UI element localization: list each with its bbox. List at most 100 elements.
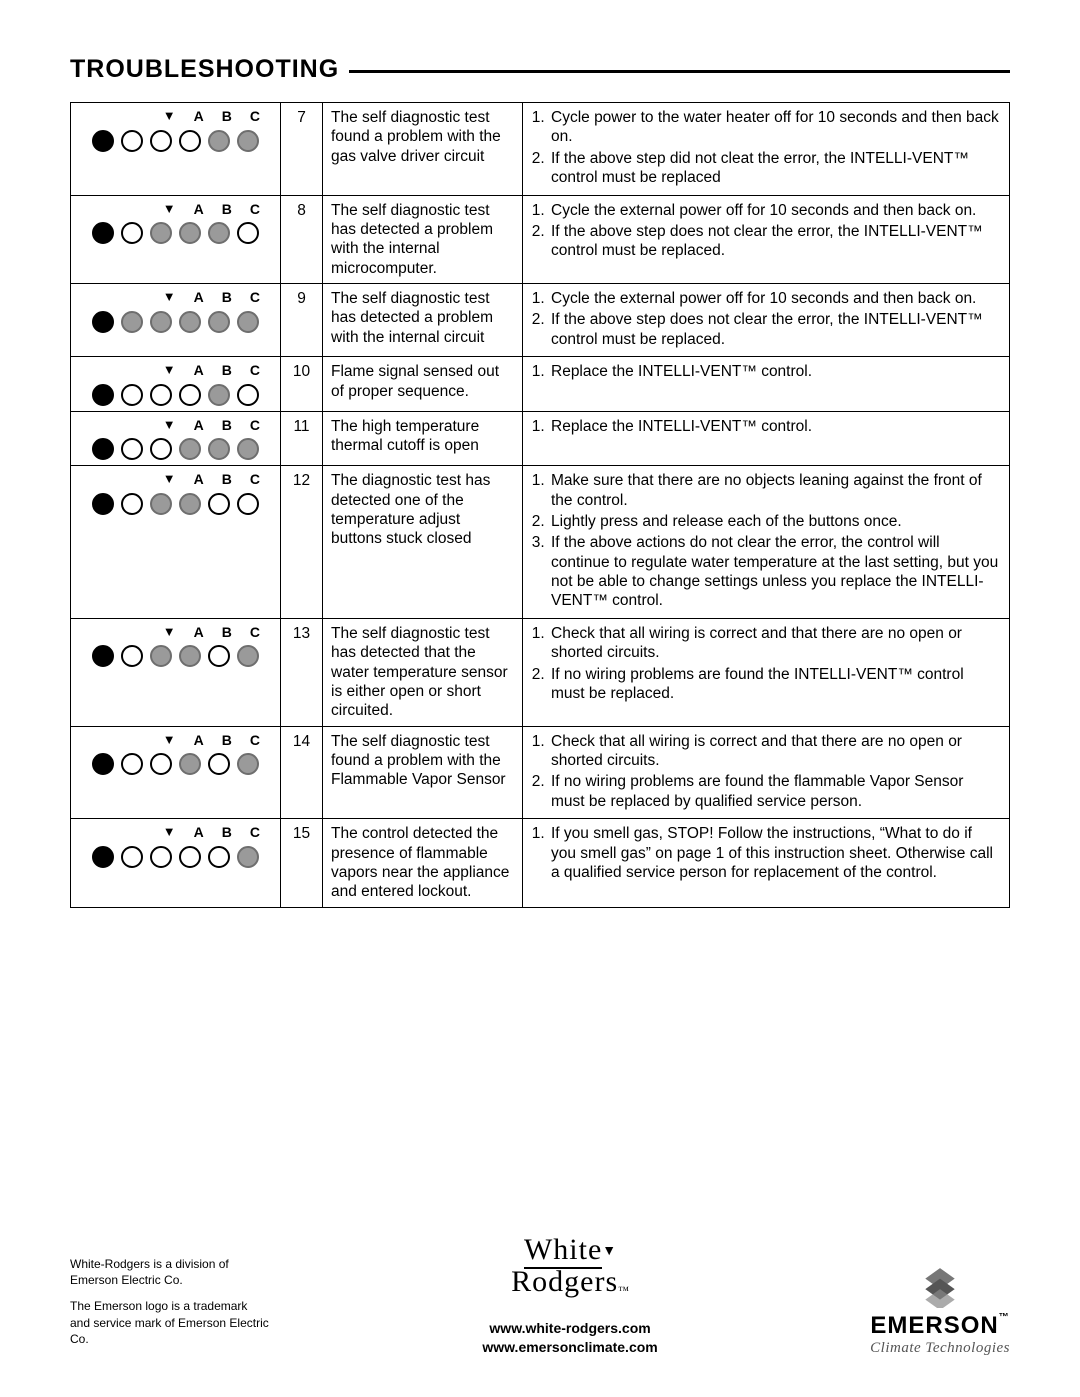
led-header: ▼ABC (79, 362, 272, 380)
down-triangle-icon: ▼ (163, 624, 176, 642)
footer-urls: www.white-rodgers.com www.emersonclimate… (270, 1319, 870, 1357)
led-col-a: A (194, 471, 204, 489)
led-cell: ▼ABC (71, 103, 281, 196)
diagnosis-text: The self diagnostic test has detected a … (323, 195, 523, 284)
url-2: www.emersonclimate.com (270, 1338, 870, 1357)
led-col-c: C (250, 201, 260, 219)
led-gray-icon (150, 493, 172, 515)
down-triangle-icon: ▼ (163, 824, 176, 842)
led-gray-icon (237, 438, 259, 460)
actions-cell: Cycle power to the water heater off for … (523, 103, 1010, 196)
error-code: 12 (281, 466, 323, 619)
led-header: ▼ABC (79, 108, 272, 126)
led-cell: ▼ABC (71, 466, 281, 619)
led-solid-icon (92, 846, 114, 868)
action-item: If the above step did not cleat the erro… (549, 149, 1001, 188)
diagnosis-text: The self diagnostic test has detected a … (323, 284, 523, 357)
led-col-b: B (222, 824, 232, 842)
led-cell: ▼ABC (71, 195, 281, 284)
led-col-a: A (194, 417, 204, 435)
led-col-a: A (194, 289, 204, 307)
disclaimer-2: The Emerson logo is a trademark and serv… (70, 1298, 270, 1347)
actions-list: Replace the INTELLI-VENT™ control. (531, 417, 1001, 436)
footer: White-Rodgers is a division of Emerson E… (70, 1234, 1010, 1357)
led-open-icon (121, 384, 143, 406)
led-col-c: C (250, 624, 260, 642)
led-open-icon (121, 130, 143, 152)
led-solid-icon (92, 645, 114, 667)
led-row (79, 846, 272, 868)
led-gray-icon (179, 493, 201, 515)
led-col-a: A (194, 624, 204, 642)
led-open-icon (208, 753, 230, 775)
actions-list: Cycle the external power off for 10 seco… (531, 289, 1001, 349)
led-gray-icon (208, 438, 230, 460)
led-col-c: C (250, 289, 260, 307)
led-gray-icon (150, 311, 172, 333)
led-solid-icon (92, 384, 114, 406)
led-col-c: C (250, 824, 260, 842)
led-col-b: B (222, 417, 232, 435)
down-triangle-icon: ▼ (163, 201, 176, 219)
error-code: 13 (281, 618, 323, 726)
led-open-icon (208, 493, 230, 515)
led-header: ▼ABC (79, 732, 272, 750)
led-col-b: B (222, 624, 232, 642)
logo-rodgers: Rodgers (511, 1265, 618, 1298)
led-row (79, 130, 272, 152)
led-open-icon (237, 493, 259, 515)
error-code: 8 (281, 195, 323, 284)
led-solid-icon (92, 222, 114, 244)
actions-list: Check that all wiring is correct and tha… (531, 732, 1001, 812)
diagnosis-text: The control detected the presence of fla… (323, 819, 523, 908)
table-row: ▼ABC12The diagnostic test has detected o… (71, 466, 1010, 619)
led-gray-icon (150, 222, 172, 244)
led-cell: ▼ABC (71, 726, 281, 819)
error-code: 7 (281, 103, 323, 196)
led-gray-icon (179, 753, 201, 775)
led-row (79, 222, 272, 244)
diagnosis-text: The diagnostic test has detected one of … (323, 466, 523, 619)
led-solid-icon (92, 438, 114, 460)
action-item: Make sure that there are no objects lean… (549, 471, 1001, 510)
led-gray-icon (150, 645, 172, 667)
led-col-c: C (250, 417, 260, 435)
actions-list: Cycle power to the water heater off for … (531, 108, 1001, 188)
led-open-icon (208, 846, 230, 868)
footer-disclaimer: White-Rodgers is a division of Emerson E… (70, 1256, 270, 1357)
diagnosis-text: The self diagnostic test found a problem… (323, 726, 523, 819)
led-open-icon (121, 493, 143, 515)
led-open-icon (208, 645, 230, 667)
down-triangle-icon: ▼ (163, 732, 176, 750)
table-row: ▼ABC15The control detected the presence … (71, 819, 1010, 908)
led-gray-icon (208, 222, 230, 244)
action-item: Check that all wiring is correct and tha… (549, 732, 1001, 771)
led-col-a: A (194, 824, 204, 842)
down-triangle-icon: ▼ (602, 1244, 616, 1259)
led-header: ▼ ABC (79, 417, 272, 435)
error-code: 10 (281, 357, 323, 412)
action-item: Replace the INTELLI-VENT™ control. (549, 362, 1001, 381)
down-triangle-icon: ▼ (163, 289, 176, 307)
down-triangle-icon: ▼ (163, 108, 176, 126)
led-open-icon (121, 222, 143, 244)
led-gray-icon (121, 311, 143, 333)
emerson-mark-icon (919, 1266, 961, 1308)
table-row: ▼ABC 8The self diagnostic test has detect… (71, 195, 1010, 284)
diagnosis-text: The self diagnostic test has detected th… (323, 618, 523, 726)
diagnosis-text: The high temperature thermal cutoff is o… (323, 411, 523, 466)
table-row: ▼ABC11The high temperature thermal cutof… (71, 411, 1010, 466)
actions-cell: Cycle the external power off for 10 seco… (523, 195, 1010, 284)
led-col-c: C (250, 471, 260, 489)
led-row (79, 645, 272, 667)
action-item: Check that all wiring is correct and tha… (549, 624, 1001, 663)
led-header: ▼ABC (79, 201, 272, 219)
led-col-b: B (222, 201, 232, 219)
emerson-sub: Climate Technologies (870, 1340, 1010, 1357)
down-triangle-icon: ▼ (163, 417, 176, 435)
actions-cell: Check that all wiring is correct and tha… (523, 726, 1010, 819)
actions-cell: Replace the INTELLI-VENT™ control. (523, 357, 1010, 412)
led-row (79, 311, 272, 333)
footer-right: EMERSON™ Climate Technologies (870, 1266, 1010, 1357)
led-gray-icon (179, 222, 201, 244)
